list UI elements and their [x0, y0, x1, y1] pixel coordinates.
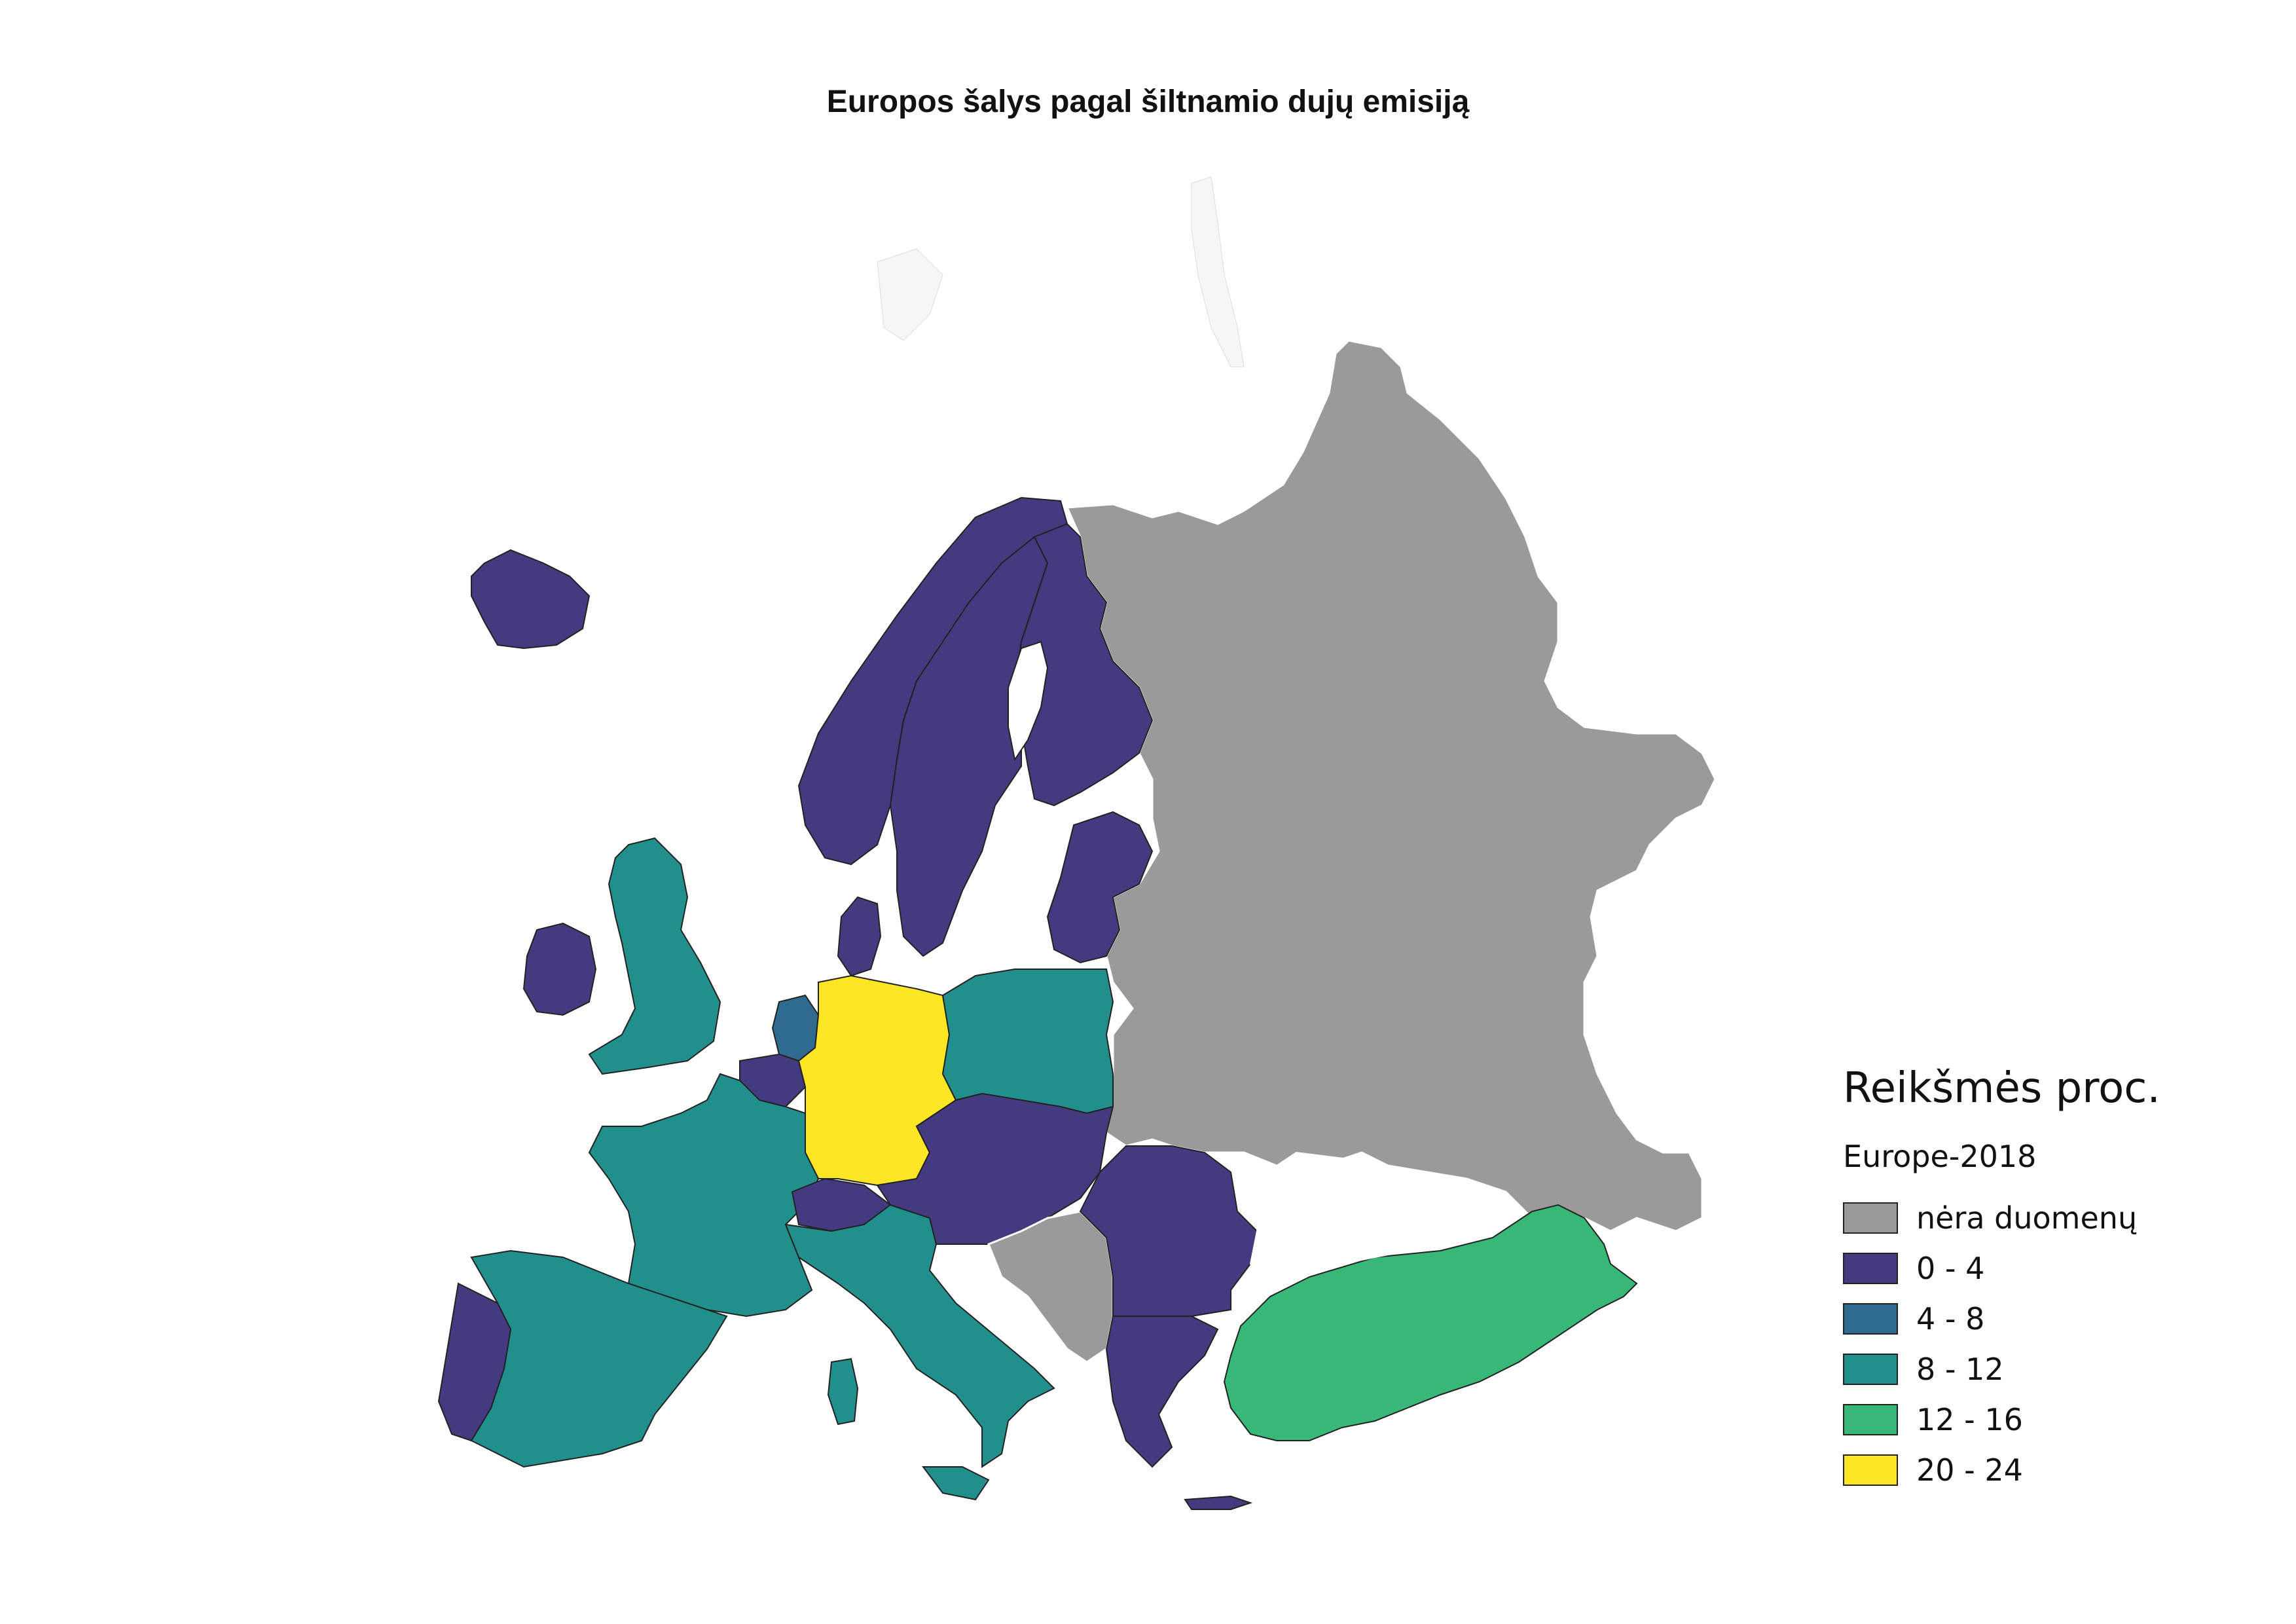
region-black-sea	[1249, 1151, 1493, 1285]
legend-item-no-data: nėra duomenų	[1843, 1192, 2275, 1243]
region-italy	[784, 1204, 1055, 1468]
legend-subtitle: Europe-2018	[1843, 1139, 2037, 1174]
legend-label: 20 - 24	[1916, 1452, 2023, 1488]
region-iceland	[471, 549, 591, 650]
region-greece	[1105, 1316, 1219, 1468]
region-ireland	[522, 922, 597, 1016]
region-portugal	[437, 1282, 512, 1442]
legend-item-4-8: 4 - 8	[1843, 1293, 2275, 1344]
region-france	[588, 1073, 820, 1318]
legend-label: nėra duomenų	[1916, 1200, 2138, 1236]
region-russia	[1065, 339, 1717, 1232]
legend: Reikšmės proc. Europe-2018 nėra duomenų …	[1843, 1064, 2275, 1495]
region-sardinia	[827, 1357, 859, 1426]
legend-swatch	[1843, 1403, 1898, 1435]
legend-label: 12 - 16	[1916, 1401, 2023, 1437]
legend-item-12-16: 12 - 16	[1843, 1394, 2275, 1445]
legend-swatch	[1843, 1302, 1898, 1335]
legend-swatch	[1843, 1454, 1898, 1486]
legend-label: 0 - 4	[1916, 1250, 1985, 1286]
region-crete	[1184, 1495, 1253, 1510]
legend-swatch	[1843, 1202, 1898, 1234]
region-uk	[588, 837, 721, 1075]
region-poland	[941, 969, 1114, 1115]
legend-swatch	[1843, 1353, 1898, 1385]
region-romania-bulgaria	[1079, 1145, 1258, 1317]
region-denmark	[837, 896, 882, 977]
legend-label: 8 - 12	[1916, 1351, 2004, 1387]
region-gulf-of-bothnia	[1008, 640, 1049, 762]
legend-item-0-4: 0 - 4	[1843, 1243, 2275, 1293]
legend-swatch	[1843, 1252, 1898, 1284]
region-baltics	[1046, 811, 1154, 964]
legend-item-20-24: 20 - 24	[1843, 1445, 2275, 1495]
map-title: Europos šalys pagal šiltnamio dujų emisi…	[826, 84, 1470, 119]
legend-title: Reikšmės proc.	[1843, 1064, 2160, 1113]
legend-item-8-12: 8 - 12	[1843, 1344, 2275, 1394]
region-turkey	[1223, 1204, 1638, 1441]
region-novaya-zemlya	[1191, 176, 1245, 367]
legend-label: 4 - 8	[1916, 1301, 1985, 1337]
region-sicily	[922, 1466, 990, 1501]
region-arctic-islands	[877, 248, 943, 341]
